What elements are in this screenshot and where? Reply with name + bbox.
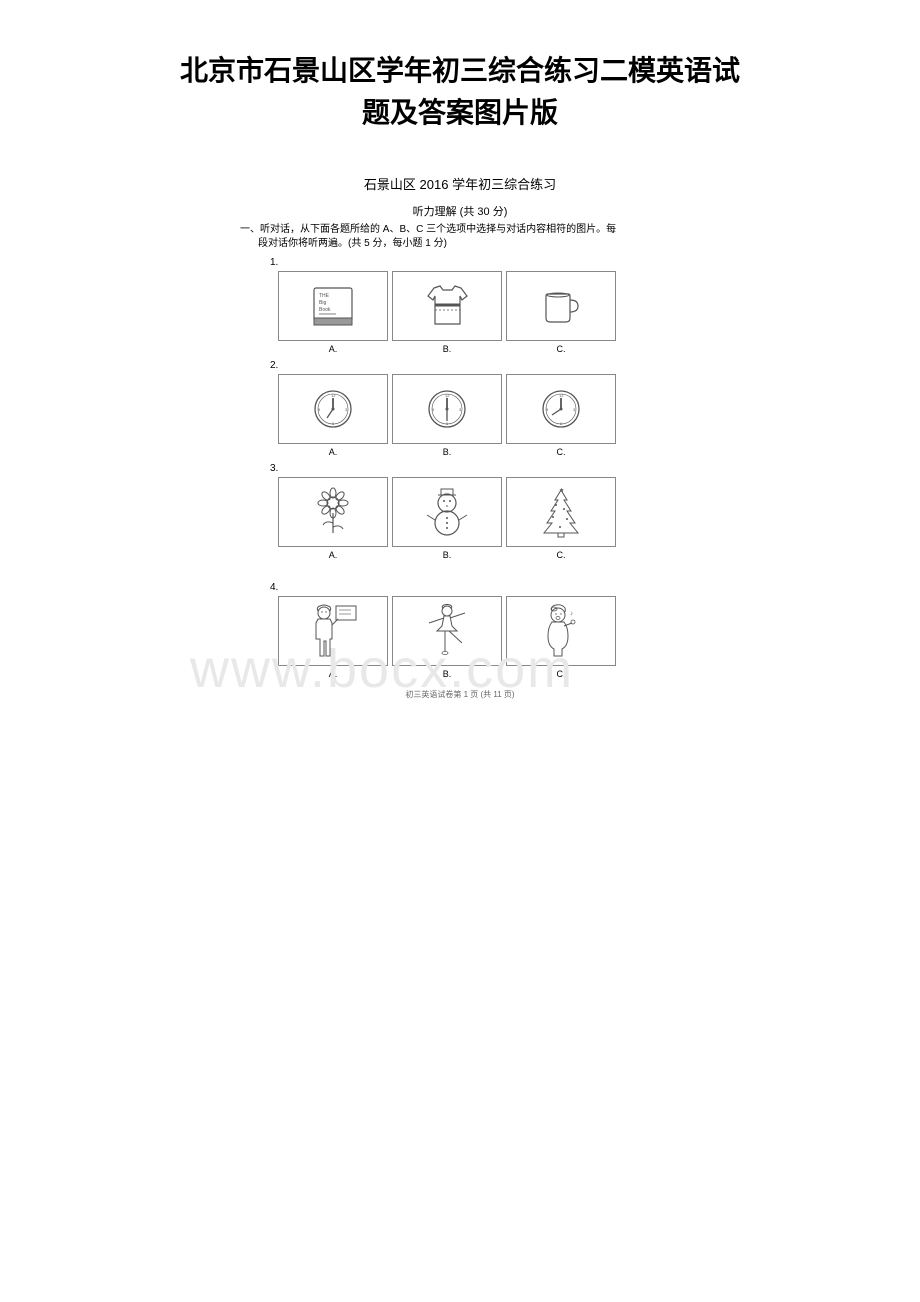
option-b: B.	[392, 271, 502, 354]
option-label: B.	[443, 447, 452, 457]
dancer-icon	[392, 596, 502, 666]
question-1: 1. THE Big Book A.	[270, 257, 650, 354]
question-number: 3.	[270, 463, 650, 474]
svg-text:6: 6	[446, 421, 449, 426]
option-a: THE Big Book A.	[278, 271, 388, 354]
option-label: C.	[557, 669, 566, 679]
instruction-text: 一、听对话，从下面各题所给的 A、B、C 三个选项中选择与对话内容相符的图片。每…	[240, 223, 680, 251]
option-row: A. B.	[278, 596, 650, 679]
option-b: B.	[392, 596, 502, 679]
svg-text:Big: Big	[319, 300, 326, 306]
svg-text:6: 6	[332, 421, 335, 426]
clock-7-icon: 12 3 6 9	[278, 374, 388, 444]
instruction-line-2: 段对话你将听两遍。(共 5 分，每小题 1 分)	[258, 238, 447, 249]
snowman-icon	[392, 477, 502, 547]
xmas-tree-icon: ★	[506, 477, 616, 547]
listening-section-title: 听力理解 (共 30 分)	[210, 203, 710, 219]
option-c: C.	[506, 271, 616, 354]
svg-text:9: 9	[546, 407, 549, 412]
page-footer: 初三英语试卷第 1 页 (共 11 页)	[210, 689, 710, 700]
svg-text:Book: Book	[319, 307, 331, 313]
option-label: A.	[329, 550, 338, 560]
clock-6-icon: 12 3 6 9	[392, 374, 502, 444]
option-label: C.	[557, 344, 566, 354]
option-c: ♪ C.	[506, 596, 616, 679]
question-number: 2.	[270, 360, 650, 371]
question-4: 4. A.	[270, 582, 650, 679]
svg-text:9: 9	[432, 407, 435, 412]
option-b: 12 3 6 9 B.	[392, 374, 502, 457]
option-a: A.	[278, 477, 388, 560]
option-row: THE Big Book A. B.	[278, 271, 650, 354]
question-2: 2. 12 3 6 9 A.	[270, 360, 650, 457]
clock-8-icon: 12 3 6 9	[506, 374, 616, 444]
instruction-line-1: 一、听对话，从下面各题所给的 A、B、C 三个选项中选择与对话内容相符的图片。每	[240, 224, 616, 235]
title-line-2: 题及答案图片版	[362, 97, 558, 128]
option-b: B.	[392, 477, 502, 560]
option-c: 12 3 6 9 C.	[506, 374, 616, 457]
svg-text:THE: THE	[319, 293, 330, 299]
cup-icon	[506, 271, 616, 341]
option-label: A.	[329, 447, 338, 457]
svg-text:9: 9	[318, 407, 321, 412]
option-label: B.	[443, 669, 452, 679]
svg-text:★: ★	[559, 487, 564, 494]
sunflower-icon	[278, 477, 388, 547]
option-label: C.	[557, 550, 566, 560]
svg-text:12: 12	[445, 393, 450, 398]
exam-heading: 石景山区 2016 学年初三综合练习	[210, 174, 710, 193]
svg-text:12: 12	[559, 393, 564, 398]
option-a: A.	[278, 596, 388, 679]
exam-page: 石景山区 2016 学年初三综合练习 听力理解 (共 30 分) 一、听对话，从…	[210, 174, 710, 700]
question-number: 1.	[270, 257, 650, 268]
question-number: 4.	[270, 582, 650, 593]
option-label: C.	[557, 447, 566, 457]
book-icon: THE Big Book	[278, 271, 388, 341]
svg-text:6: 6	[560, 421, 563, 426]
option-label: A.	[329, 669, 338, 679]
question-3: 3.	[270, 463, 650, 560]
svg-text:♪: ♪	[570, 611, 573, 617]
option-label: B.	[443, 344, 452, 354]
option-row: 12 3 6 9 A. 12	[278, 374, 650, 457]
singer-icon: ♪	[506, 596, 616, 666]
document-title: 北京市石景山区学年初三综合练习二模英语试 题及答案图片版	[0, 0, 920, 174]
tshirt-icon	[392, 271, 502, 341]
option-label: B.	[443, 550, 452, 560]
teacher-icon	[278, 596, 388, 666]
option-a: 12 3 6 9 A.	[278, 374, 388, 457]
option-c: ★ C.	[506, 477, 616, 560]
option-label: A.	[329, 344, 338, 354]
svg-text:12: 12	[331, 393, 336, 398]
option-row: A.	[278, 477, 650, 560]
title-line-1: 北京市石景山区学年初三综合练习二模英语试	[180, 55, 740, 86]
